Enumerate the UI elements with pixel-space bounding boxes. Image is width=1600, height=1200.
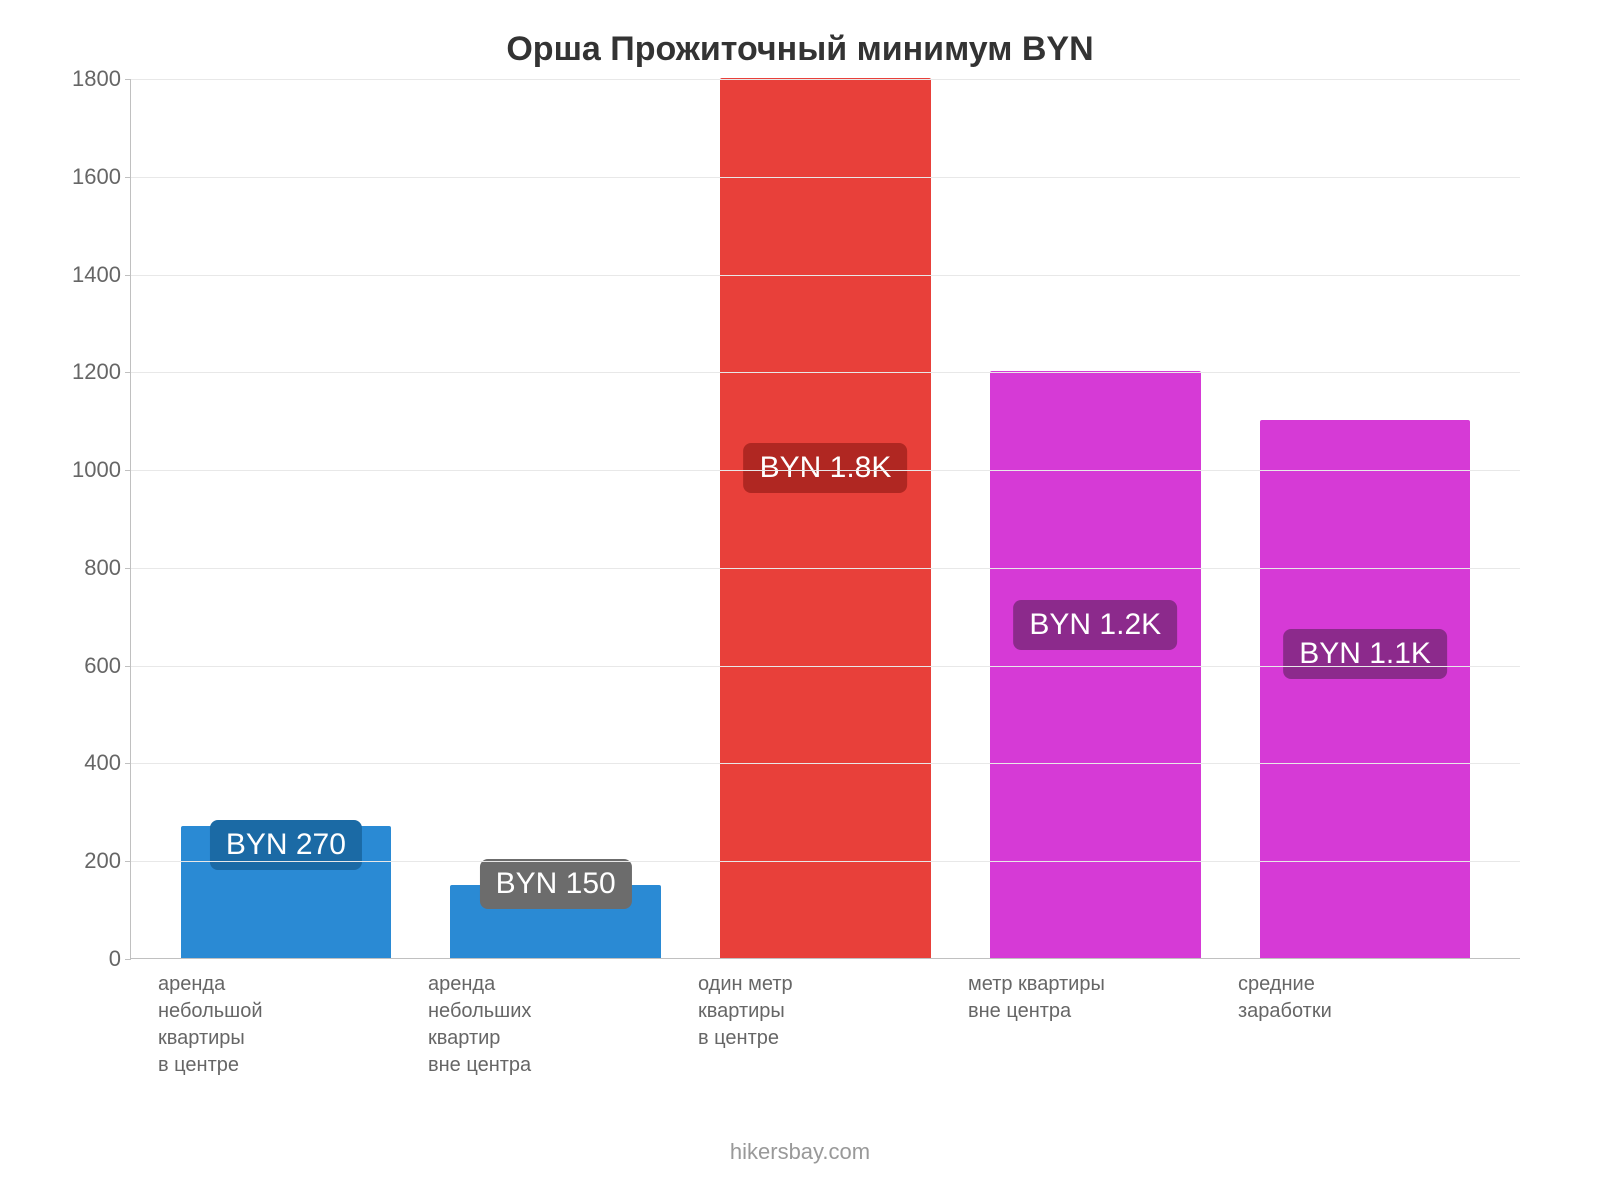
y-tick-label: 600 [61, 653, 121, 679]
gridline [131, 177, 1520, 178]
x-axis-label: метр квартиры вне центра [968, 971, 1148, 1025]
gridline [131, 275, 1520, 276]
y-tick-mark [125, 177, 131, 178]
y-tick-label: 800 [61, 555, 121, 581]
bar: BYN 1.1K [1260, 420, 1470, 958]
y-tick-label: 1000 [61, 457, 121, 483]
y-tick-mark [125, 666, 131, 667]
bar-value-badge: BYN 1.1K [1283, 629, 1447, 679]
y-tick-label: 1800 [61, 66, 121, 92]
y-tick-mark [125, 861, 131, 862]
bar: BYN 150 [450, 885, 660, 958]
y-tick-label: 0 [61, 946, 121, 972]
y-tick-label: 400 [61, 750, 121, 776]
y-tick-mark [125, 763, 131, 764]
gridline [131, 568, 1520, 569]
x-label-slot: один метр квартиры в центре [690, 959, 960, 1079]
y-tick-mark [125, 470, 131, 471]
gridline [131, 470, 1520, 471]
bar-value-badge: BYN 1.8K [744, 443, 908, 493]
bar-slot: BYN 150 [421, 79, 691, 958]
chart-container: Орша Прожиточный минимум BYN BYN 270BYN … [0, 0, 1600, 1200]
bar-slot: BYN 1.1K [1230, 79, 1500, 958]
bar-value-badge: BYN 1.2K [1013, 600, 1177, 650]
bar: BYN 270 [181, 826, 391, 958]
y-tick-mark [125, 959, 131, 960]
x-label-slot: аренда небольшой квартиры в центре [150, 959, 420, 1079]
plot-area: BYN 270BYN 150BYN 1.8KBYN 1.2KBYN 1.1K 0… [130, 79, 1520, 959]
y-tick-label: 1200 [61, 359, 121, 385]
y-tick-label: 1600 [61, 164, 121, 190]
gridline [131, 763, 1520, 764]
x-label-slot: метр квартиры вне центра [960, 959, 1230, 1079]
bars-group: BYN 270 BYN 150 BYN 1.8K BYN 1.2K BYN 1.1K [131, 79, 1520, 958]
x-axis-label: средние заработки [1238, 971, 1418, 1025]
bar-slot: BYN 1.2K [960, 79, 1230, 958]
x-axis-label: аренда небольшой квартиры в центре [158, 971, 338, 1079]
bar-slot: BYN 1.8K [691, 79, 961, 958]
gridline [131, 372, 1520, 373]
gridline [131, 861, 1520, 862]
x-label-slot: аренда небольших квартир вне центра [420, 959, 690, 1079]
x-axis-label: аренда небольших квартир вне центра [428, 971, 608, 1079]
y-tick-label: 200 [61, 848, 121, 874]
bar-slot: BYN 270 [151, 79, 421, 958]
x-label-slot: средние заработки [1230, 959, 1500, 1079]
y-tick-mark [125, 79, 131, 80]
bar: BYN 1.8K [720, 78, 930, 958]
gridline [131, 79, 1520, 80]
chart-title: Орша Прожиточный минимум BYN [40, 30, 1560, 69]
y-tick-mark [125, 568, 131, 569]
y-tick-mark [125, 275, 131, 276]
bar-value-badge: BYN 150 [480, 859, 632, 909]
gridline [131, 666, 1520, 667]
y-tick-mark [125, 372, 131, 373]
x-axis-label: один метр квартиры в центре [698, 971, 878, 1052]
footer-attribution: hikersbay.com [40, 1139, 1560, 1165]
y-tick-label: 1400 [61, 262, 121, 288]
x-axis-labels: аренда небольшой квартиры в центре аренда… [130, 959, 1520, 1079]
